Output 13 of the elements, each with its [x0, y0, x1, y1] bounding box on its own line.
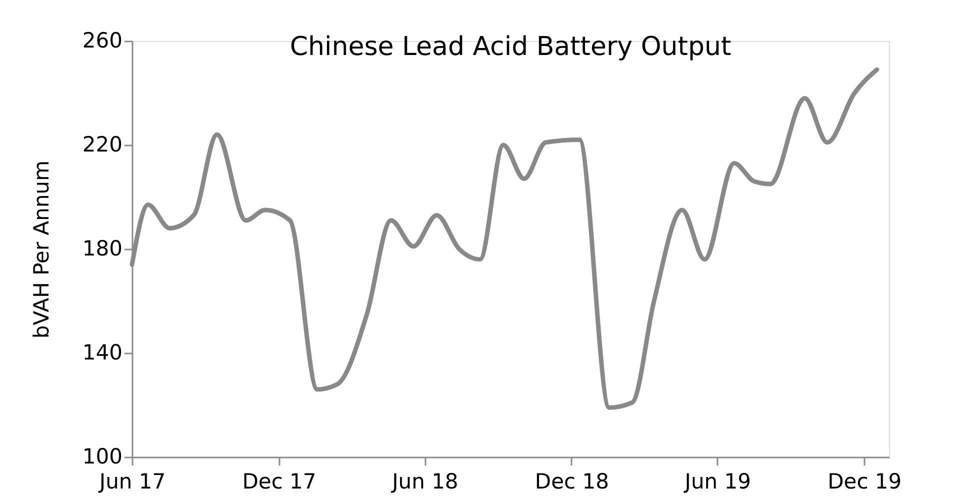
y-tick-label: 140 — [82, 340, 122, 364]
x-tick-label: Jun 17 — [97, 470, 166, 494]
x-tick-label: Jun 18 — [390, 470, 458, 494]
y-tick-label: 220 — [82, 132, 122, 156]
x-tick-label: Dec 17 — [242, 470, 316, 494]
y-axis-title: bVAH Per Annum — [29, 160, 54, 339]
y-tick-label: 180 — [82, 236, 122, 260]
x-tick-label: Jun 19 — [682, 470, 751, 494]
y-tick-label: 260 — [82, 28, 122, 52]
x-tick-label: Dec 18 — [534, 470, 609, 494]
y-tick-label: 100 — [82, 444, 122, 468]
chart-title: Chinese Lead Acid Battery Output — [290, 32, 732, 62]
x-tick-label: Dec 19 — [828, 470, 902, 494]
